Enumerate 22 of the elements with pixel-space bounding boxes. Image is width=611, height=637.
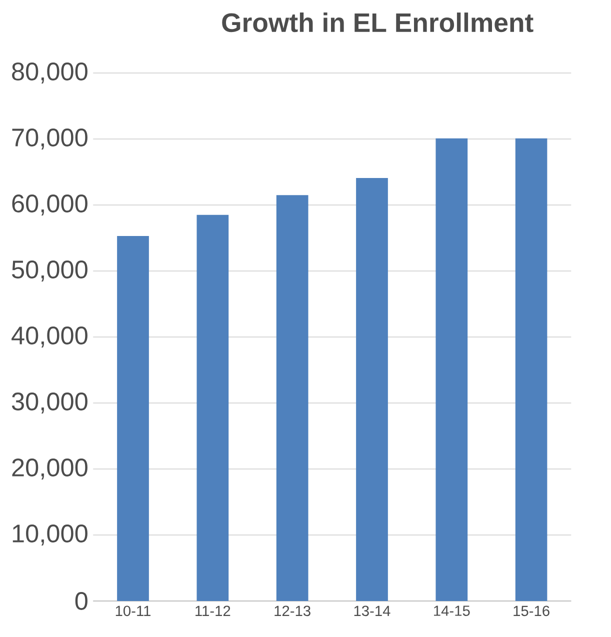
bar — [276, 195, 308, 601]
y-tick-label: 60,000 — [12, 194, 88, 216]
y-tick-label: 80,000 — [12, 62, 88, 84]
bar — [515, 138, 548, 601]
y-tick-label: 10,000 — [12, 524, 88, 546]
y-tick-label: 50,000 — [12, 260, 88, 282]
bar — [436, 138, 468, 601]
bar — [196, 214, 229, 601]
y-tick-label: 40,000 — [12, 326, 88, 348]
chart-title: Growth in EL Enrollment — [222, 12, 534, 32]
y-tick-label: 70,000 — [12, 128, 88, 150]
x-tick-label: 15-16 — [514, 606, 550, 616]
x-tick-label: 12-13 — [274, 606, 310, 616]
bar — [117, 236, 149, 601]
x-tick-label: 11-12 — [196, 606, 230, 616]
y-tick-label: 30,000 — [12, 392, 88, 414]
x-tick-label: 14-15 — [434, 606, 470, 616]
y-tick-label: 20,000 — [12, 458, 88, 480]
x-tick-label: 13-14 — [354, 606, 390, 616]
x-tick-label: 10-11 — [116, 606, 150, 616]
y-tick-label: 0 — [75, 592, 88, 610]
bar — [356, 178, 388, 601]
